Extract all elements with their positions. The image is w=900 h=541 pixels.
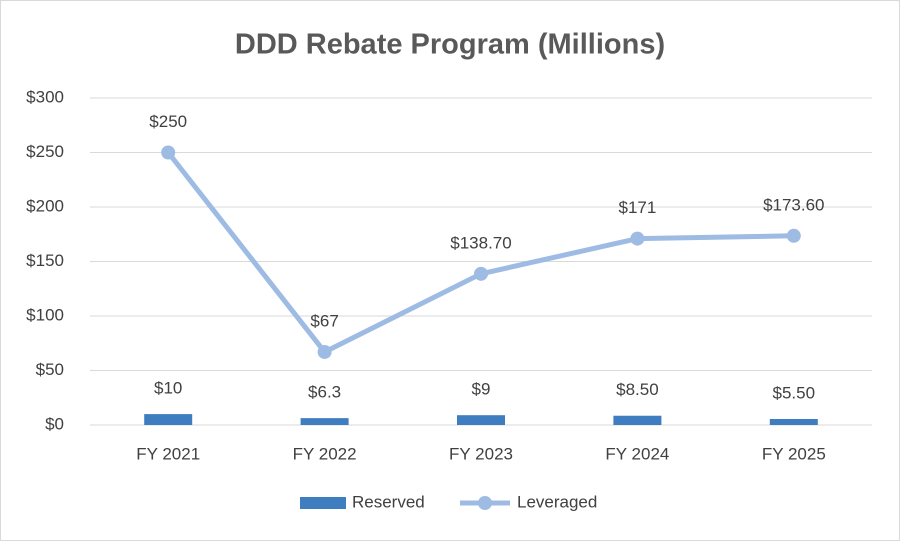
- data-label: $9: [472, 380, 491, 399]
- legend-label: Reserved: [352, 492, 425, 511]
- x-tick-label: FY 2023: [449, 444, 513, 463]
- line-marker: [474, 266, 488, 281]
- y-tick-label: $100: [26, 305, 64, 324]
- x-tick-label: FY 2021: [136, 444, 200, 463]
- chart-title: DDD Rebate Program (Millions): [235, 29, 665, 61]
- y-tick-label: $150: [26, 251, 64, 270]
- bar: [769, 419, 818, 425]
- y-tick-label: $50: [36, 360, 64, 379]
- line-marker: [317, 344, 332, 359]
- bar: [457, 415, 505, 425]
- y-tick-label: $250: [26, 142, 64, 161]
- line-marker: [786, 228, 801, 243]
- x-tick-label: FY 2022: [293, 444, 357, 463]
- y-tick-label: $200: [26, 196, 64, 215]
- bar: [300, 418, 349, 425]
- legend-label: Leveraged: [517, 492, 597, 511]
- data-label: $67: [310, 311, 338, 330]
- data-label: $138.70: [450, 233, 511, 252]
- data-label: $6.3: [308, 383, 341, 402]
- x-tick-label: FY 2025: [762, 444, 826, 463]
- data-label: $171: [618, 198, 656, 217]
- legend-swatch: [478, 496, 492, 510]
- data-label: $10: [154, 379, 182, 398]
- data-label: $5.50: [773, 383, 816, 402]
- data-label: $173.60: [763, 195, 824, 214]
- bar: [613, 415, 662, 425]
- data-label: $8.50: [616, 380, 659, 399]
- x-tick-label: FY 2024: [605, 444, 669, 463]
- bar: [144, 414, 193, 425]
- y-tick-label: $0: [45, 414, 64, 433]
- legend-swatch: [300, 497, 346, 509]
- y-tick-label: $300: [26, 87, 64, 106]
- line-marker: [161, 145, 176, 160]
- line-marker: [630, 231, 645, 246]
- data-label: $250: [149, 112, 187, 131]
